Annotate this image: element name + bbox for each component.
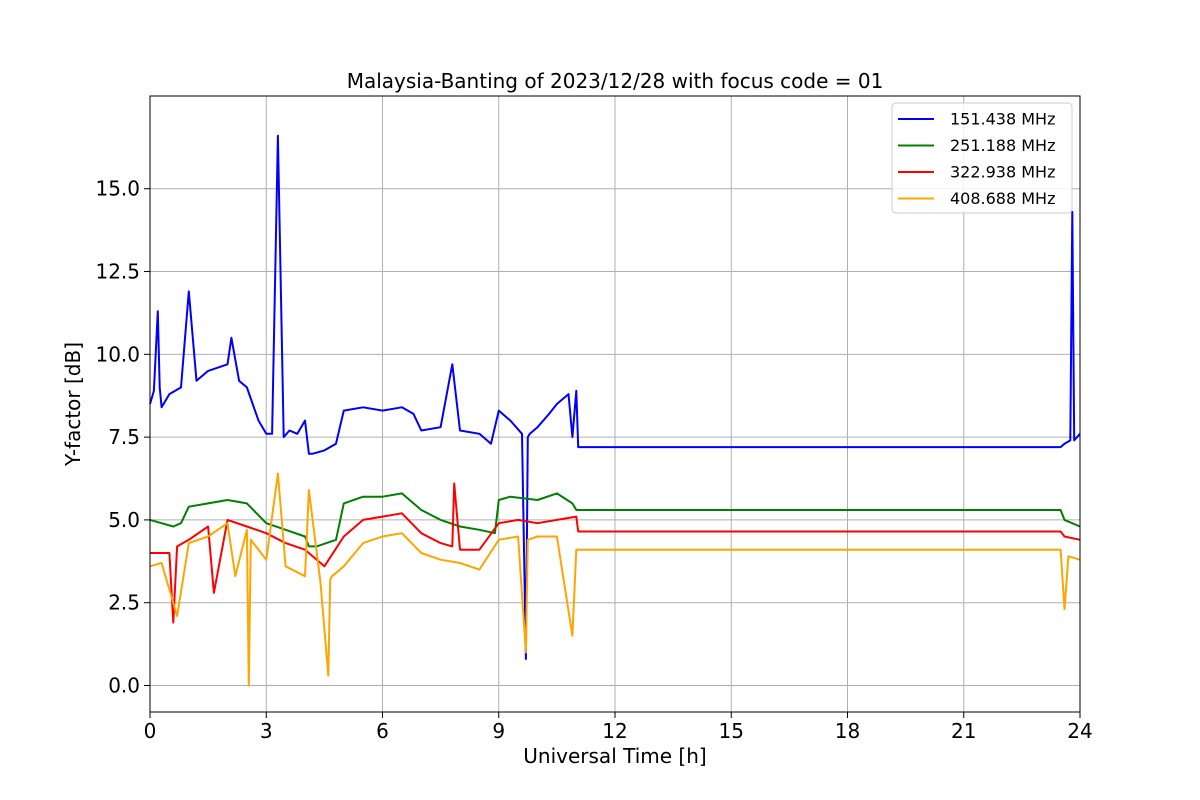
- y-tick-label: 5.0: [108, 508, 140, 532]
- x-tick-label: 15: [719, 719, 744, 743]
- y-tick-label: 10.0: [95, 342, 140, 366]
- chart-title: Malaysia-Banting of 2023/12/28 with focu…: [347, 69, 884, 93]
- x-tick-label: 0: [144, 719, 157, 743]
- y-tick-label: 0.0: [108, 674, 140, 698]
- legend-label: 408.688 MHz: [950, 189, 1055, 208]
- x-tick-label: 9: [492, 719, 505, 743]
- x-axis-label: Universal Time [h]: [523, 744, 706, 768]
- x-tick-label: 3: [260, 719, 273, 743]
- x-tick-label: 6: [376, 719, 389, 743]
- series-line-4: [149, 472, 1081, 687]
- legend-box: [891, 102, 1073, 214]
- y-axis: 0.0 2.5 5.0 7.5 10.0 12.5 15.0: [95, 177, 150, 698]
- legend-label: 322.938 MHz: [950, 163, 1055, 182]
- y-tick-label: 15.0: [95, 177, 140, 201]
- y-axis-label: Y-factor [dB]: [61, 342, 85, 467]
- legend: 151.438 MHz 251.188 MHz 322.938 MHz 408.688…: [891, 102, 1073, 214]
- y-tick-label: 7.5: [108, 425, 140, 449]
- y-tick-label: 12.5: [95, 260, 140, 284]
- x-tick-label: 18: [835, 719, 860, 743]
- x-tick-label: 24: [1067, 719, 1092, 743]
- series-line-2: [149, 492, 1081, 548]
- x-axis: 0 3 6 9 12 15 18 21 24: [144, 712, 1093, 743]
- series-layer: [149, 134, 1081, 687]
- x-tick-label: 21: [951, 719, 976, 743]
- series-line-1: [149, 134, 1081, 660]
- x-tick-label: 12: [602, 719, 627, 743]
- y-tick-label: 2.5: [108, 591, 140, 615]
- series-line-3: [150, 482, 1081, 624]
- legend-label: 151.438 MHz: [950, 110, 1055, 129]
- legend-label: 251.188 MHz: [950, 136, 1055, 155]
